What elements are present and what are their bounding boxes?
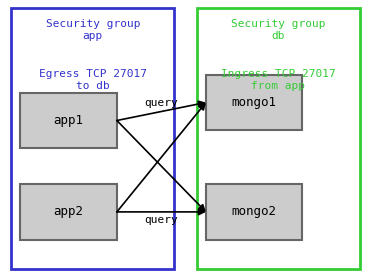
Text: query: query bbox=[145, 98, 178, 108]
Text: Egress TCP 27017
to db: Egress TCP 27017 to db bbox=[39, 69, 147, 91]
Text: app2: app2 bbox=[54, 206, 83, 218]
Text: mongo1: mongo1 bbox=[232, 96, 277, 109]
Bar bbox=[197, 8, 360, 269]
Text: query: query bbox=[145, 215, 178, 225]
Text: app1: app1 bbox=[54, 114, 83, 127]
Text: Security group
db: Security group db bbox=[231, 19, 325, 41]
Bar bbox=[20, 93, 117, 148]
Text: Ingress TCP 27017
from app: Ingress TCP 27017 from app bbox=[221, 69, 336, 91]
Bar bbox=[206, 184, 302, 240]
Bar bbox=[206, 75, 302, 130]
Bar bbox=[11, 8, 174, 269]
Text: mongo2: mongo2 bbox=[232, 206, 277, 218]
Text: Security group
app: Security group app bbox=[46, 19, 140, 41]
Bar bbox=[20, 184, 117, 240]
